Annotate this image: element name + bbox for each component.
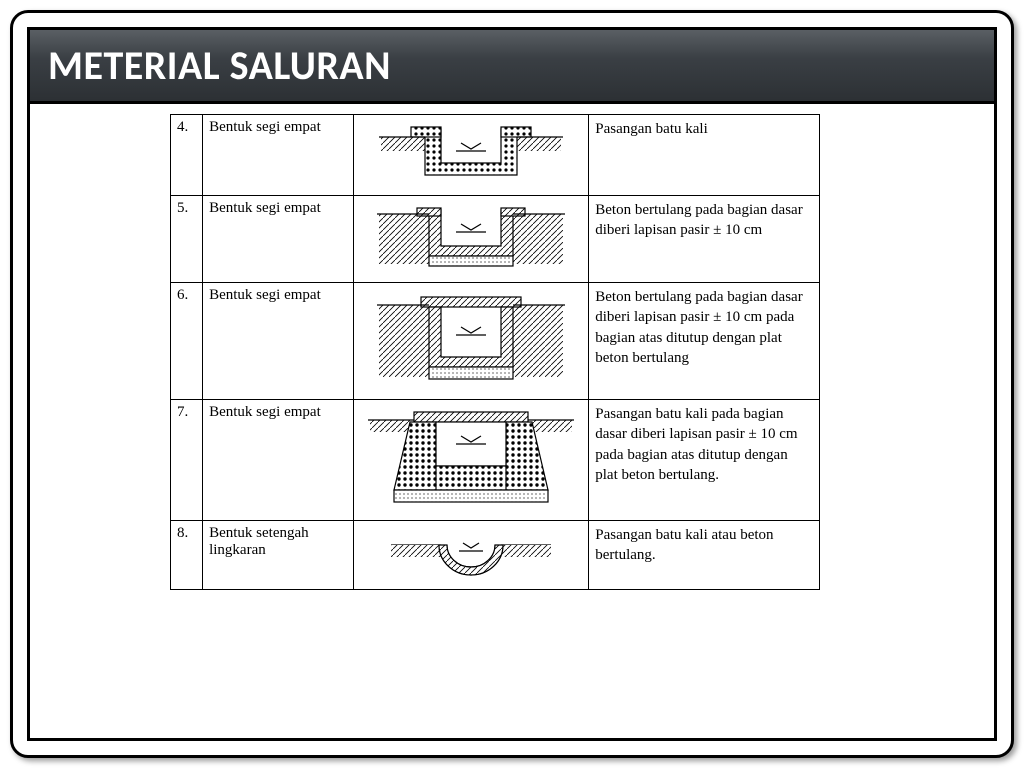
cell-description: Beton bertulang pada bagian dasar diberi… xyxy=(589,283,820,400)
cell-number: 5. xyxy=(171,196,203,283)
cell-number: 8. xyxy=(171,521,203,590)
table-row: 7. Bentuk segi empat xyxy=(171,400,820,521)
content-area: 4. Bentuk segi empat xyxy=(30,104,994,738)
slide-frame-outer: METERIAL SALURAN 4. Bentuk segi empat xyxy=(10,10,1014,758)
channel-diagram-icon xyxy=(381,525,561,585)
cell-description: Beton bertulang pada bagian dasar diberi… xyxy=(589,196,820,283)
cell-shape: Bentuk segi empat xyxy=(203,196,353,283)
channel-diagram-icon xyxy=(371,119,571,191)
channel-diagram-icon xyxy=(366,404,576,516)
table-row: 4. Bentuk segi empat xyxy=(171,115,820,196)
cell-diagram xyxy=(353,400,589,521)
cell-shape: Bentuk segi empat xyxy=(203,400,353,521)
cell-description: Pasangan batu kali xyxy=(589,115,820,196)
slide-frame-inner: METERIAL SALURAN 4. Bentuk segi empat xyxy=(27,27,997,741)
cell-number: 7. xyxy=(171,400,203,521)
cell-shape: Bentuk setengah lingkaran xyxy=(203,521,353,590)
cell-number: 6. xyxy=(171,283,203,400)
cell-shape: Bentuk segi empat xyxy=(203,283,353,400)
cell-number: 4. xyxy=(171,115,203,196)
channel-diagram-icon xyxy=(371,287,571,395)
cell-diagram xyxy=(353,283,589,400)
cell-shape: Bentuk segi empat xyxy=(203,115,353,196)
cell-diagram xyxy=(353,196,589,283)
title-bar: METERIAL SALURAN xyxy=(30,30,994,104)
page-title: METERIAL SALURAN xyxy=(48,41,391,90)
channel-diagram-icon xyxy=(371,200,571,278)
cell-description: Pasangan batu kali atau beton bertulang. xyxy=(589,521,820,590)
table-row: 5. Bentuk segi empat xyxy=(171,196,820,283)
table-row: 8. Bentuk setengah lingkaran xyxy=(171,521,820,590)
materials-table: 4. Bentuk segi empat xyxy=(170,114,820,590)
cell-description: Pasangan batu kali pada bagian dasar dib… xyxy=(589,400,820,521)
table-row: 6. Bentuk segi empat xyxy=(171,283,820,400)
cell-diagram xyxy=(353,115,589,196)
cell-diagram xyxy=(353,521,589,590)
